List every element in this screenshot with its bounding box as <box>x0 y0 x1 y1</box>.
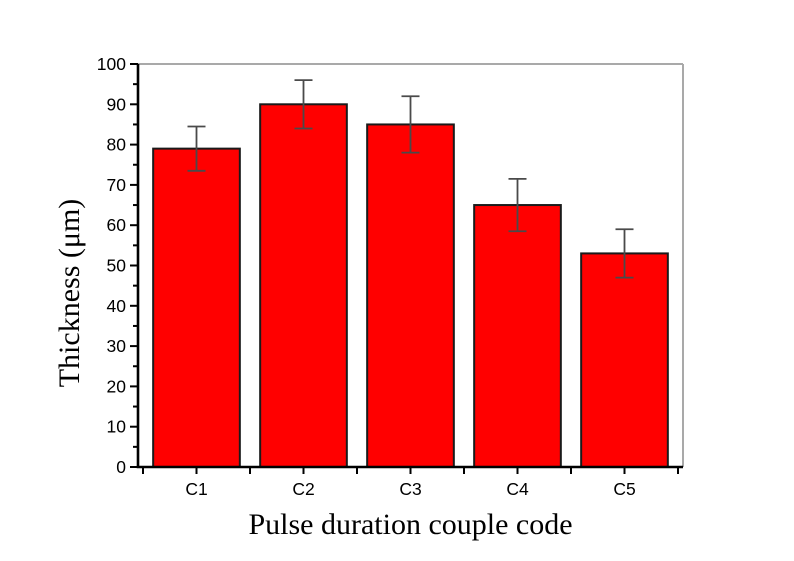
y-tick-label: 10 <box>107 417 127 437</box>
x-axis-title: Pulse duration couple code <box>248 508 573 541</box>
y-tick-label: 70 <box>107 175 127 195</box>
bar-C2 <box>259 103 348 469</box>
x-category-label: C1 <box>185 479 207 499</box>
bar-C3 <box>366 123 455 468</box>
x-category-label: C5 <box>613 479 635 499</box>
y-tick-label: 50 <box>107 256 127 276</box>
y-tick-label: 20 <box>107 376 127 396</box>
y-tick-label: 0 <box>116 457 126 477</box>
bar-C4 <box>473 204 562 469</box>
bar-C5 <box>580 252 669 468</box>
y-tick-label: 100 <box>97 54 126 74</box>
x-category-label: C4 <box>506 479 529 499</box>
y-tick-label: 90 <box>107 94 127 114</box>
y-tick-label: 30 <box>107 336 127 356</box>
x-category-label: C3 <box>399 479 421 499</box>
x-category-label: C2 <box>292 479 314 499</box>
y-tick-label: 80 <box>107 135 127 155</box>
y-axis-title: Thickness (μm) <box>53 198 86 388</box>
y-tick-label: 40 <box>107 296 127 316</box>
bar-C1 <box>152 147 241 468</box>
y-tick-label: 60 <box>107 215 127 235</box>
